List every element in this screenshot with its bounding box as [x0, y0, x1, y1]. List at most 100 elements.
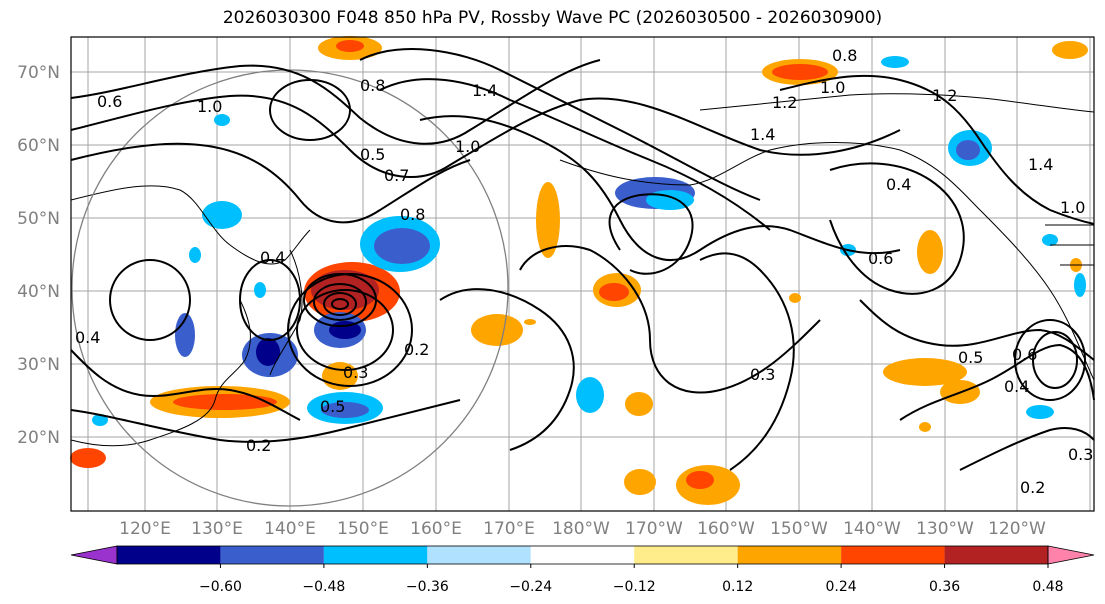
lon-label: 130°W [916, 519, 974, 539]
anomaly-blob [789, 293, 801, 303]
lat-label: 60°N [17, 136, 60, 156]
contour-label: 0.3 [750, 365, 775, 384]
lon-label: 130°E [191, 519, 243, 539]
anomaly-blob [471, 314, 523, 346]
anomaly-blob [599, 283, 629, 301]
anomaly-blob [1042, 234, 1058, 246]
contour-label: 1.4 [1028, 155, 1053, 174]
colorbar-frame [116, 545, 1049, 565]
colorbar-tick-label: −0.48 [302, 579, 345, 595]
anomaly-blob [214, 114, 230, 126]
contour-ring [239, 259, 301, 341]
contour-ring [1014, 319, 1086, 401]
colorbar-tick-label: −0.24 [509, 579, 552, 595]
anomaly-blob [256, 338, 280, 366]
contour-label: 0.8 [400, 205, 425, 224]
lat-label: 30°N [17, 355, 60, 375]
contour-label: 0.5 [360, 145, 385, 164]
contour-labels: 0.6 1.0 0.8 1.4 1.0 1.2 0.8 1.0 1.2 1.4 … [75, 46, 1093, 497]
contour-line [439, 288, 575, 451]
contour-label: 1.2 [772, 93, 797, 112]
anomaly-blob [321, 402, 369, 418]
anomaly-blob [189, 247, 201, 263]
contour-label: 0.6 [868, 249, 893, 268]
contour-ring [296, 289, 394, 371]
contour-label: 0.5 [958, 348, 983, 367]
coastline-japan [269, 249, 303, 376]
contour-label: 1.2 [932, 86, 957, 105]
contour-ring [313, 283, 367, 321]
lon-label: 140°W [843, 519, 901, 539]
lon-label: 170°E [483, 519, 535, 539]
contour-line [70, 142, 471, 224]
contour-label: 0.7 [384, 166, 409, 185]
lon-label: 150°E [337, 519, 389, 539]
anomaly-blob [336, 40, 364, 52]
anomaly-blob [1074, 273, 1086, 297]
contour-line [779, 74, 1095, 225]
coastline-arctic [699, 93, 1095, 113]
contour-line [379, 78, 771, 231]
coastline-asia [70, 185, 311, 265]
colorbar-tick-label: 0.48 [1032, 579, 1063, 595]
anomaly-blob [1052, 41, 1088, 59]
colorbar-bin [634, 546, 738, 564]
contour-label: 1.0 [820, 78, 845, 97]
contour-line [70, 399, 461, 443]
colorbar: −0.60 −0.48 −0.36 −0.24 −0.12 0.12 0.24 0.36 0.4… [70, 545, 1095, 595]
contour-label: 0.2 [246, 436, 271, 455]
colorbar-bin [530, 546, 635, 564]
map-background [71, 37, 1094, 511]
contour-label: 0.4 [260, 248, 285, 267]
colorbar-bin [841, 546, 945, 564]
coastline-alaska [559, 142, 1095, 381]
contour-label: 0.4 [886, 175, 911, 194]
coastlines [70, 93, 1095, 447]
anomaly-blob [254, 282, 266, 298]
contour-label: 1.4 [750, 125, 775, 144]
contour-label: 0.8 [360, 76, 385, 95]
contour-line [899, 343, 1095, 421]
contour-label: 0.5 [320, 397, 345, 416]
anomaly-blob [919, 422, 931, 432]
anomaly-blob [917, 230, 943, 274]
contour-ring [109, 259, 191, 341]
anomaly-blob [686, 471, 714, 489]
colorbar-bin [220, 546, 324, 564]
anomaly-blob [374, 228, 430, 264]
contour-line [699, 252, 795, 471]
anomaly-blob [576, 377, 604, 413]
contour-label: 0.2 [404, 340, 429, 359]
colorbar-tick-label: −0.36 [406, 579, 449, 595]
longitude-labels: 120°E 130°E 140°E 150°E 160°E 170°E 180°W 170°W… [119, 519, 1046, 539]
contour-line [70, 349, 301, 421]
anomaly-blob [175, 313, 195, 357]
contour-label: 0.8 [832, 46, 857, 65]
colorbar-tick-label: 0.12 [722, 579, 753, 595]
border-lines [1045, 224, 1094, 266]
colorbar-bin [117, 546, 221, 564]
colorbar-extend-low [70, 545, 118, 565]
anomaly-blob [625, 392, 653, 416]
map-frame [70, 36, 1095, 512]
anomaly-blob [92, 414, 108, 426]
contour-ring [1032, 331, 1078, 389]
contour-ring [269, 79, 351, 141]
lon-label: 160°W [697, 519, 755, 539]
contour-label: 0.3 [343, 363, 368, 382]
contour-line [829, 162, 965, 295]
contour-line [419, 115, 901, 261]
lat-label: 50°N [17, 209, 60, 229]
contour-line [959, 427, 1095, 471]
contour-label: 0.6 [97, 92, 122, 111]
pv-contours [70, 48, 1095, 471]
map-panel: 0.6 1.0 0.8 1.4 1.0 1.2 0.8 1.0 1.2 1.4 … [70, 36, 1095, 512]
contour-label: 0.4 [1004, 377, 1029, 396]
anomaly-blob [772, 64, 828, 80]
anomaly-blob [881, 56, 909, 68]
anomaly-blob [883, 358, 967, 386]
contour-label: 1.4 [472, 81, 497, 100]
anomaly-blob [624, 469, 656, 495]
colorbar-bin [737, 546, 842, 564]
colorbar-bin [944, 546, 1048, 564]
